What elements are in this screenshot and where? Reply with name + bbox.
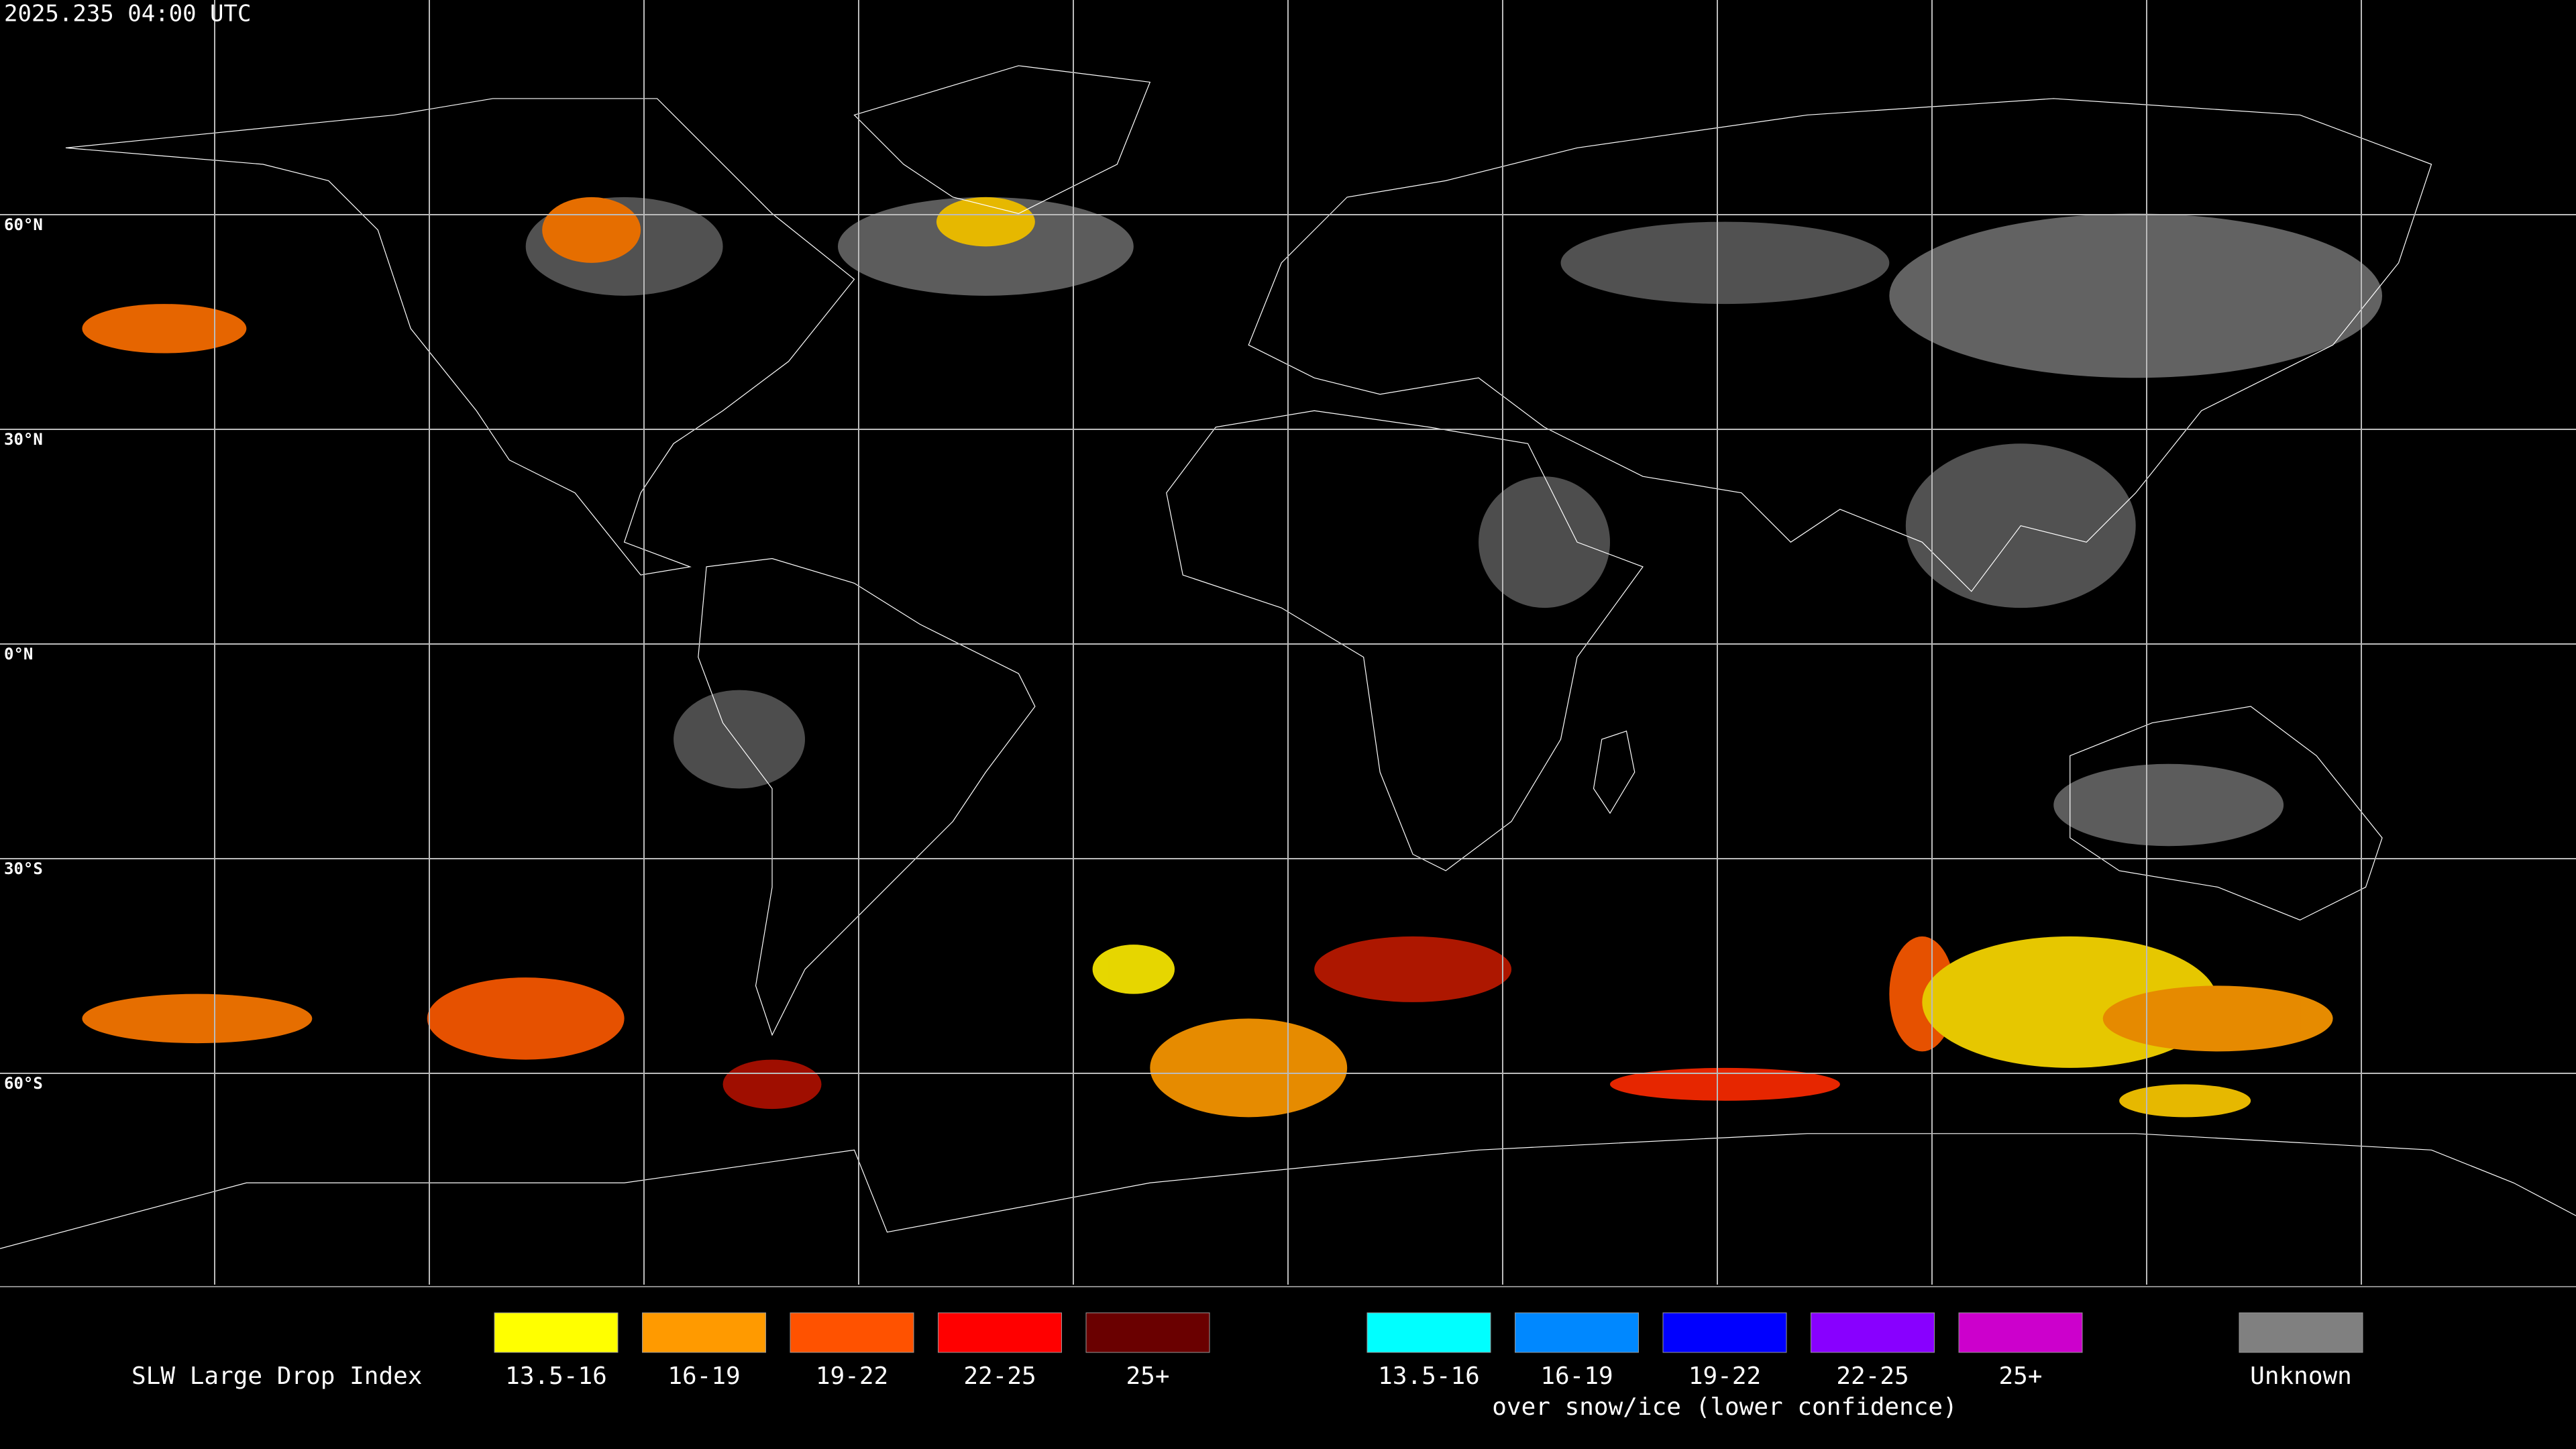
latitude-label: 60°S xyxy=(4,1074,43,1093)
legend-swatch xyxy=(1515,1312,1639,1353)
legend-swatch xyxy=(1958,1312,2083,1353)
legend-label: 13.5-16 xyxy=(505,1362,607,1390)
legend-swatch xyxy=(494,1312,619,1353)
legend-label: 13.5-16 xyxy=(1378,1362,1480,1390)
legend-swatch xyxy=(1366,1312,1491,1353)
legend-label: 16-19 xyxy=(667,1362,740,1390)
coastlines xyxy=(0,66,2576,1248)
legend-title: SLW Large Drop Index xyxy=(131,1362,422,1390)
legend-swatch xyxy=(1085,1312,1210,1353)
graticule xyxy=(0,0,2576,1287)
latitude-label: 30°N xyxy=(4,430,43,449)
legend-swatch xyxy=(1811,1312,1935,1353)
latitude-label: 30°S xyxy=(4,859,43,878)
legend-caption: over snow/ice (lower confidence) xyxy=(1492,1393,1957,1421)
legend-swatch xyxy=(938,1312,1062,1353)
legend-swatch xyxy=(1662,1312,1787,1353)
map: 60°N 30°N 0°N 30°S 60°S 2025.235 04:00 UTC xyxy=(0,0,2576,1287)
legend-label: 22-25 xyxy=(1836,1362,1909,1390)
legend: SLW Large Drop Index 13.5-16 16-19 19-22 22… xyxy=(131,1312,2363,1421)
legend-label: 25+ xyxy=(1998,1362,2042,1390)
legend-label: 22-25 xyxy=(963,1362,1036,1390)
legend-label: 19-22 xyxy=(1688,1362,1761,1390)
legend-swatch xyxy=(790,1312,914,1353)
cloud-field xyxy=(82,197,2383,1118)
legend-label: 25+ xyxy=(1126,1362,1169,1390)
legend-swatch xyxy=(2239,1312,2363,1353)
timestamp: 2025.235 04:00 UTC xyxy=(4,1,251,28)
latitude-label: 0°N xyxy=(4,645,33,663)
latitude-labels: 60°N 30°N 0°N 30°S 60°S xyxy=(4,215,43,1093)
legend-label: Unknown xyxy=(2250,1362,2352,1390)
latitude-label: 60°N xyxy=(4,215,43,234)
legend-swatch xyxy=(642,1312,766,1353)
legend-label: 16-19 xyxy=(1540,1362,1613,1390)
legend-label: 19-22 xyxy=(816,1362,888,1390)
